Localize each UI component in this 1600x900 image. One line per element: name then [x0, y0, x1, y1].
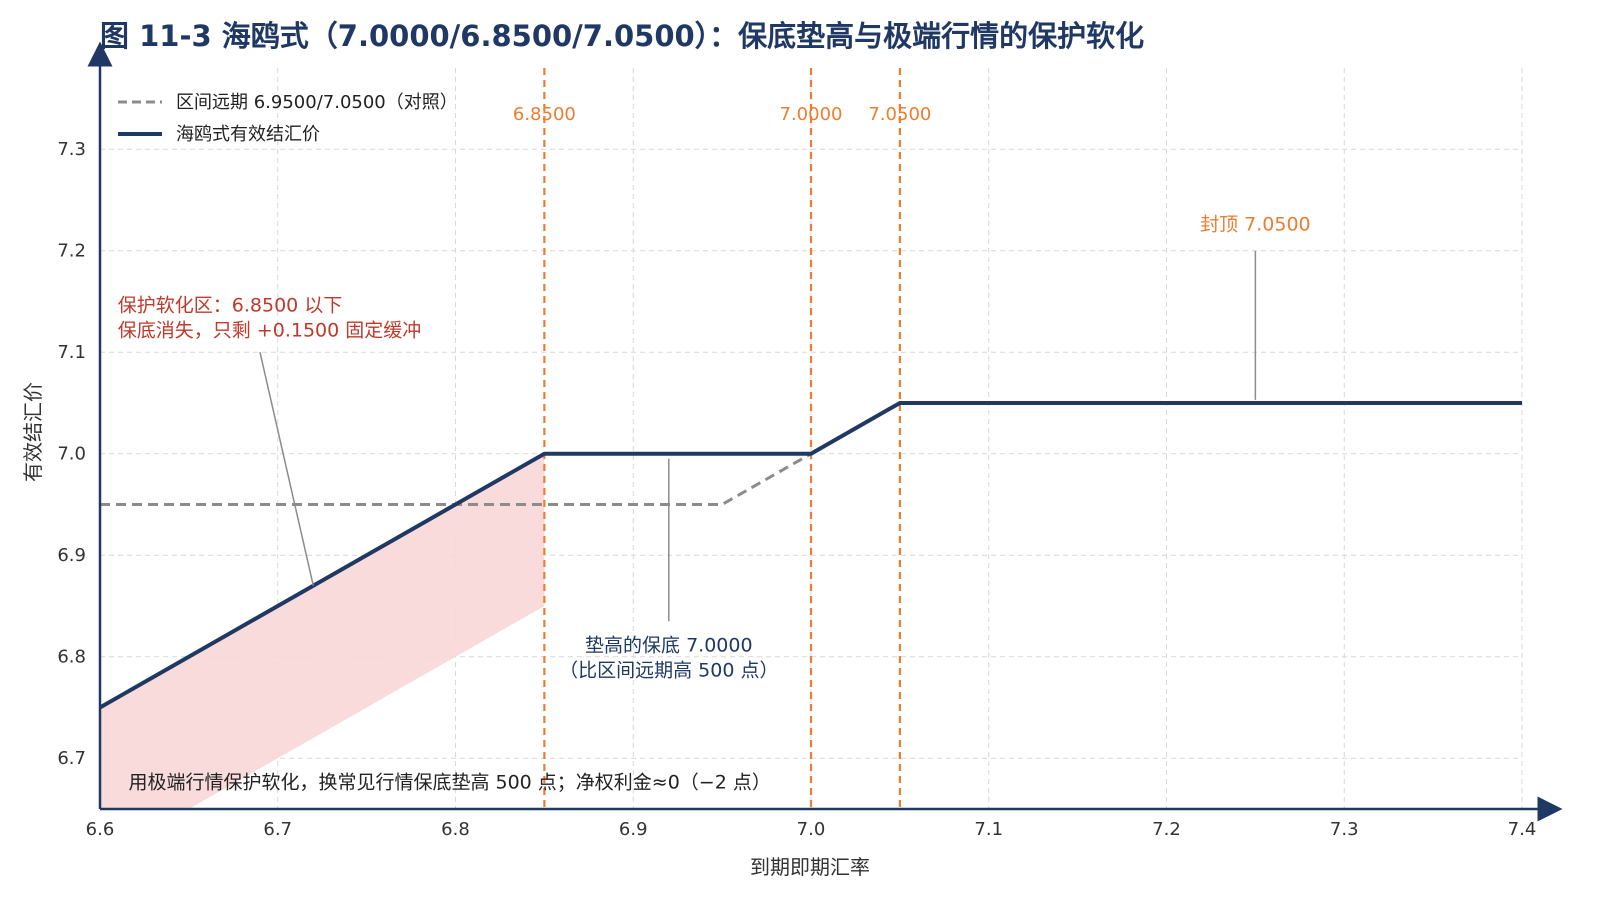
axes [87, 41, 1563, 822]
y-tick-label: 7.0 [57, 444, 86, 465]
y-tick-label: 6.8 [57, 647, 86, 668]
tick-labels: 6.6 6.7 6.8 6.9 7.0 7.1 7.2 7.3 7.4 6.7 6.8 6.9 7.0 7… [57, 139, 1536, 840]
annotation-floor: （比区间远期高 500 点） [559, 660, 778, 682]
y-tick-label: 6.7 [57, 748, 86, 769]
chart-title: 图 11-3 海鸥式（7.0000/6.8500/7.0500）：保底垫高与极端… [100, 19, 1144, 53]
annotation-pointer [259, 352, 315, 586]
y-tick-label: 7.3 [57, 139, 86, 160]
vertical-line-label: 6.8500 [513, 104, 576, 125]
series-group [99, 400, 1522, 710]
x-tick-label: 7.3 [1330, 819, 1359, 840]
x-tick-label: 7.0 [797, 819, 826, 840]
x-tick-label: 6.6 [86, 819, 115, 840]
y-tick-label: 7.1 [57, 342, 86, 363]
shaded-region-group [100, 453, 545, 809]
x-tick-label: 6.8 [441, 819, 470, 840]
annotation-soft: 保护软化区：6.8500 以下 [118, 295, 343, 317]
legend-label: 海鸥式有效结汇价 [176, 124, 320, 145]
annotation-soft: 保底消失，只剩 +0.1500 固定缓冲 [118, 320, 421, 342]
y-tick-label: 6.9 [57, 545, 86, 566]
legend-label: 区间远期 6.9500/7.0500（对照） [176, 92, 458, 113]
seagull-effective-rate-line [99, 400, 1522, 710]
x-tick-label: 6.7 [263, 819, 292, 840]
annotation-cap: 封顶 7.0500 [1200, 213, 1311, 235]
vertical-line-label: 7.0500 [868, 104, 931, 125]
x-tick-label: 7.2 [1152, 819, 1181, 840]
x-axis-label: 到期即期汇率 [750, 855, 870, 879]
x-tick-label: 7.1 [974, 819, 1003, 840]
annotation-footnote: 用极端行情保护软化，换常见行情保底垫高 500 点；净权利金≈0（−2 点） [128, 772, 770, 794]
protection-softening-shade [100, 453, 545, 809]
vertical-line-label: 7.0000 [780, 104, 843, 125]
vertical-lines-group: 6.8500 7.0000 7.0500 [513, 68, 931, 809]
y-axis-label: 有效结汇价 [21, 382, 45, 482]
x-tick-label: 7.4 [1508, 819, 1537, 840]
legend: 区间远期 6.9500/7.0500（对照） 海鸥式有效结汇价 [118, 92, 458, 145]
y-tick-label: 7.2 [57, 241, 86, 262]
annotation-floor: 垫高的保底 7.0000 [585, 635, 753, 657]
x-tick-label: 6.9 [619, 819, 648, 840]
range-forward-line [100, 452, 812, 506]
